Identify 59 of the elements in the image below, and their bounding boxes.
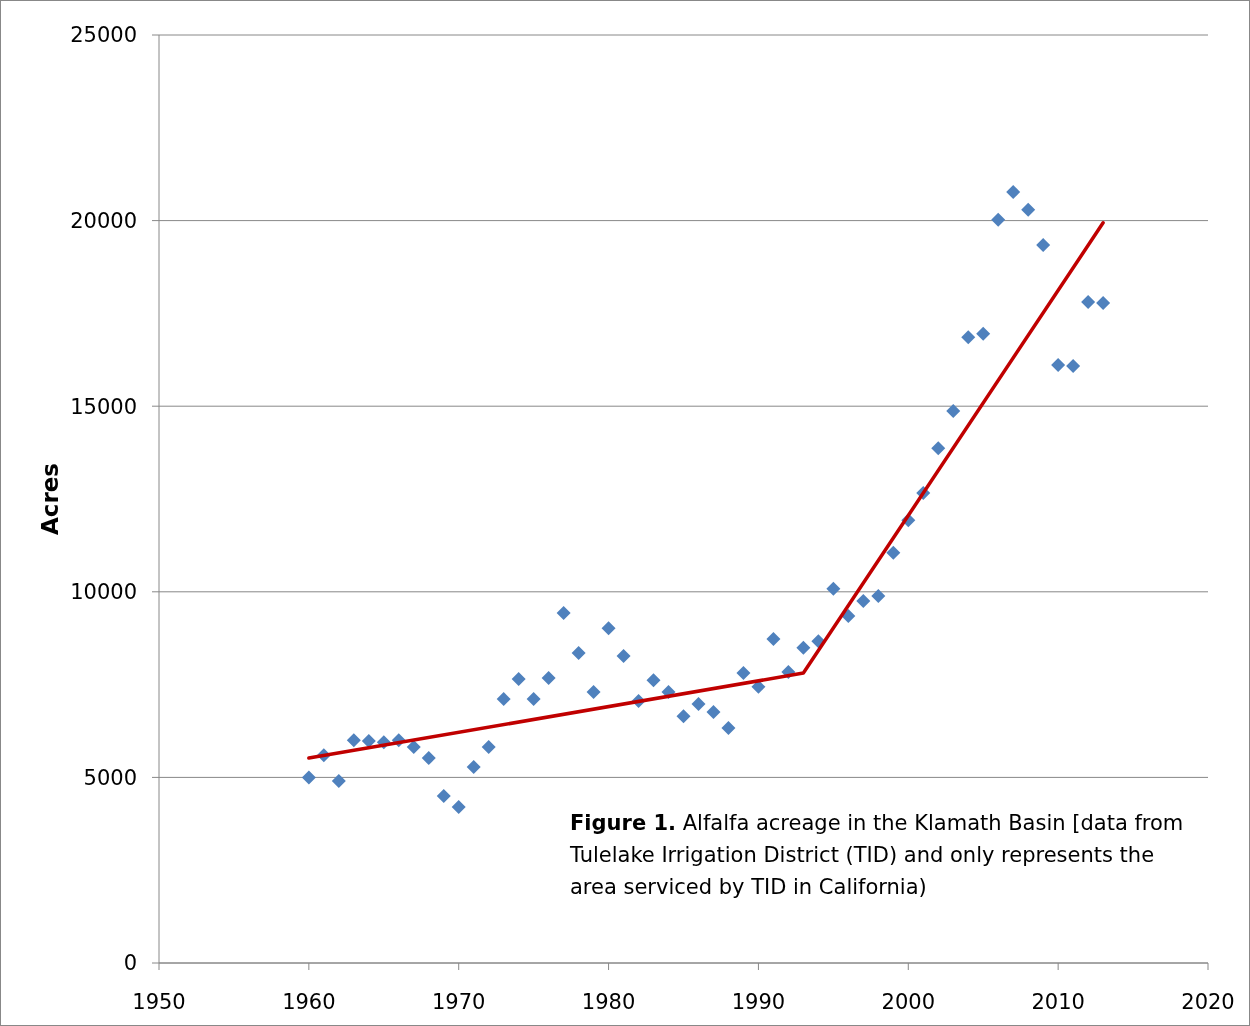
- point: [616, 649, 631, 664]
- point: [646, 673, 661, 688]
- x-tick-label: 1950: [132, 990, 186, 1014]
- point: [961, 330, 976, 345]
- point: [796, 640, 811, 655]
- point: [946, 404, 961, 419]
- x-tick-label: 1990: [731, 990, 786, 1014]
- point: [511, 672, 526, 687]
- point: [586, 685, 601, 700]
- point: [406, 739, 421, 754]
- point: [856, 594, 871, 609]
- point: [766, 631, 781, 646]
- point: [1066, 359, 1081, 374]
- annotation: Figure 1. Alfalfa acreage in the Klamath Basin [data from Tulelake Irrigation District (TID) and only represents the area serviced by TID in California): [569, 811, 1184, 899]
- y-tick-label: 10000: [70, 580, 137, 605]
- x-tick-label: 1960: [282, 990, 336, 1014]
- point: [1021, 202, 1036, 217]
- y-axis-title: Acres: [37, 462, 63, 536]
- point: [886, 545, 901, 560]
- point: [691, 696, 706, 711]
- point: [331, 774, 346, 789]
- y-tick-label: 0: [123, 951, 137, 976]
- point: [556, 605, 571, 620]
- y-tick-label: 20000: [70, 208, 137, 233]
- point: [301, 770, 316, 785]
- point: [361, 734, 376, 749]
- point: [601, 621, 616, 636]
- point: [1051, 358, 1066, 372]
- point: [451, 800, 466, 815]
- point: [496, 692, 511, 707]
- point: [571, 646, 586, 661]
- y-tick-label: 15000: [70, 394, 137, 419]
- point: [706, 705, 721, 720]
- point: [541, 670, 556, 685]
- point: [871, 588, 886, 603]
- point: [676, 709, 691, 724]
- point: [931, 441, 946, 456]
- point: [1096, 296, 1111, 311]
- point: [991, 212, 1006, 227]
- x-tick-label: 2020: [1181, 990, 1235, 1014]
- y-tick-label: 25000: [70, 23, 137, 48]
- point: [346, 733, 361, 748]
- point: [436, 788, 451, 803]
- point: [1081, 294, 1096, 309]
- point: [421, 751, 436, 766]
- x-tick-label: 1980: [581, 990, 636, 1014]
- point: [736, 666, 751, 681]
- point: [1006, 185, 1021, 200]
- point: [721, 721, 736, 736]
- point: [976, 326, 991, 341]
- point: [526, 692, 541, 707]
- x-tick-label: 2000: [881, 990, 936, 1014]
- y-tick-label: 5000: [83, 765, 137, 790]
- point: [481, 739, 496, 754]
- point: [466, 760, 481, 775]
- x-tick-label: 1970: [431, 990, 486, 1014]
- point: [1036, 238, 1051, 253]
- x-tick-label: 2010: [1031, 990, 1085, 1014]
- point: [826, 581, 841, 596]
